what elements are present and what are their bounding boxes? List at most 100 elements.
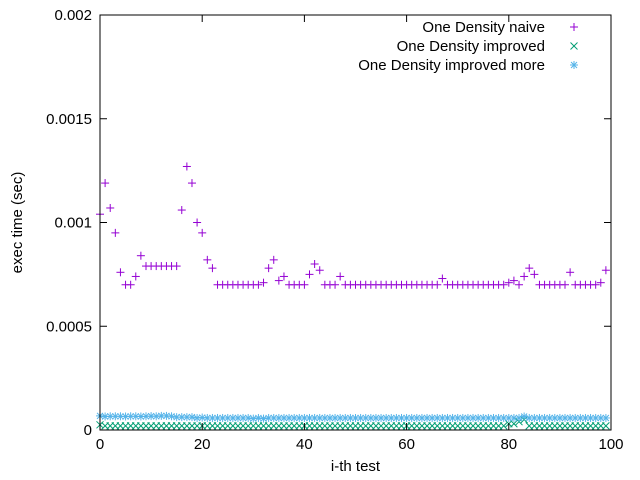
axis-ticks: 0 20 40 60 80 100 0 0.0005 0.001 0.0015 0.002 xyxy=(46,7,623,453)
data-point xyxy=(591,280,600,289)
data-point xyxy=(157,411,166,420)
data-point xyxy=(397,413,406,422)
data-point xyxy=(136,251,145,260)
data-point xyxy=(131,272,140,281)
data-point xyxy=(499,421,508,430)
data-point xyxy=(295,413,304,422)
data-point xyxy=(116,268,125,277)
plot-frame xyxy=(99,14,612,431)
legend-label: One Density improved xyxy=(397,38,545,55)
data-point xyxy=(407,413,416,422)
data-point xyxy=(504,278,513,287)
data-point xyxy=(499,280,508,289)
data-point xyxy=(198,228,207,237)
data-point xyxy=(147,412,156,421)
data-point xyxy=(402,413,411,422)
data-point xyxy=(121,412,130,421)
data-point xyxy=(566,268,575,277)
data-point xyxy=(315,266,324,275)
data-point xyxy=(525,264,534,273)
data-point xyxy=(530,270,539,279)
data-point xyxy=(438,413,447,422)
x-tick-label: 20 xyxy=(194,436,211,453)
data-point xyxy=(417,413,426,422)
data-point xyxy=(515,413,524,422)
data-point xyxy=(269,255,278,264)
x-tick-label: 60 xyxy=(398,436,415,453)
data-point xyxy=(336,272,345,281)
y-tick-label: 0.0005 xyxy=(46,318,92,335)
x-tick-label: 100 xyxy=(598,436,623,453)
series-3 xyxy=(96,411,610,423)
data-point xyxy=(126,280,135,289)
data-point xyxy=(586,413,595,422)
legend: One Density naive One Density improved One… xyxy=(358,19,578,74)
data-point xyxy=(300,280,309,289)
data-point xyxy=(510,419,518,428)
data-point xyxy=(177,206,186,215)
y-tick-label: 0.0015 xyxy=(46,111,92,128)
legend-label: One Density improved more xyxy=(358,57,545,74)
data-point xyxy=(382,413,391,422)
data-point xyxy=(182,413,191,422)
data-point xyxy=(208,264,217,273)
data-point xyxy=(601,413,610,422)
legend-label: One Density naive xyxy=(422,19,545,36)
data-point xyxy=(285,413,294,422)
data-point xyxy=(561,280,570,289)
data-point xyxy=(596,278,605,287)
x-tick-label: 0 xyxy=(96,436,104,453)
series-1 xyxy=(96,162,610,289)
y-axis-title: exec time (sec) xyxy=(9,172,26,274)
data-point xyxy=(300,413,309,422)
data-point xyxy=(223,413,232,422)
data-point xyxy=(264,264,273,273)
data-point xyxy=(331,280,340,289)
data-point xyxy=(499,413,508,422)
data-point xyxy=(550,413,559,422)
data-point xyxy=(274,276,283,285)
x-tick-label: 40 xyxy=(296,436,313,453)
data-point xyxy=(356,413,365,422)
data-point xyxy=(602,421,610,430)
data-marks xyxy=(96,162,610,430)
data-point xyxy=(193,218,202,227)
data-point xyxy=(540,413,549,422)
data-point xyxy=(453,413,462,422)
data-point xyxy=(515,280,524,289)
legend-marker xyxy=(570,61,578,69)
legend-marker xyxy=(570,23,578,31)
x-tick-label: 80 xyxy=(500,436,517,453)
data-point xyxy=(463,413,472,422)
data-point xyxy=(341,413,350,422)
data-point xyxy=(187,179,196,188)
data-point xyxy=(279,272,288,281)
y-tick-label: 0.001 xyxy=(54,215,92,232)
data-point xyxy=(254,280,263,289)
legend-marker xyxy=(570,42,578,50)
data-point xyxy=(182,162,191,171)
data-point xyxy=(203,255,212,264)
data-point xyxy=(361,413,370,422)
y-tick-label: 0.002 xyxy=(54,7,92,24)
data-point xyxy=(305,270,314,279)
data-point xyxy=(601,266,610,275)
data-point xyxy=(101,179,110,188)
x-axis-title: i-th test xyxy=(331,458,381,475)
data-point xyxy=(571,413,580,422)
data-point xyxy=(259,278,268,287)
data-point xyxy=(438,274,447,283)
data-point xyxy=(310,260,319,268)
data-point xyxy=(106,203,115,212)
data-point xyxy=(172,262,181,271)
data-point xyxy=(187,413,196,422)
data-point xyxy=(259,414,268,423)
data-point xyxy=(387,413,396,422)
data-point xyxy=(111,228,120,237)
data-point xyxy=(504,413,513,422)
data-point xyxy=(520,412,529,421)
data-point xyxy=(509,276,518,285)
y-tick-label: 0 xyxy=(84,422,92,439)
data-point xyxy=(433,280,442,289)
data-point xyxy=(525,413,534,422)
